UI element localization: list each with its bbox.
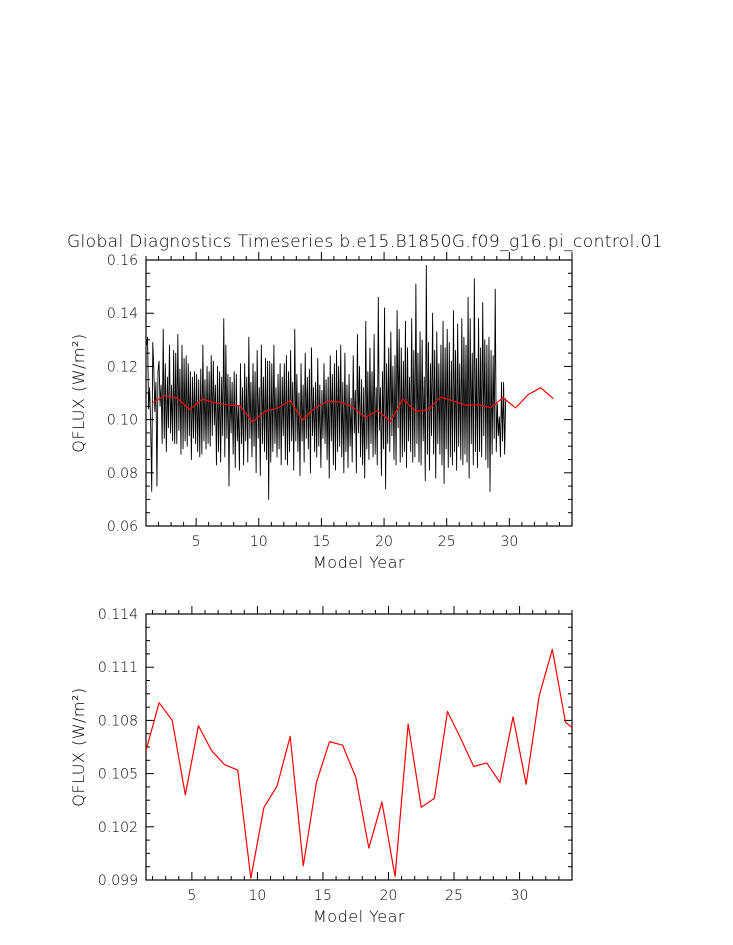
x-tick-label: 25 [445,888,463,904]
series-line-primary [145,648,573,879]
y-tick-label: 0.10 [107,413,138,429]
x-tick-label: 20 [375,534,393,550]
x-tick-label: 10 [250,534,268,550]
y-tick-label: 0.105 [98,767,138,783]
x-tick-label: 15 [312,534,330,550]
series-line-secondary [151,387,554,423]
x-axis-label: Model Year [313,553,405,572]
x-tick-label: 15 [314,888,332,904]
x-tick-label: 10 [249,888,267,904]
x-tick-label: 5 [187,888,196,904]
y-tick-label: 0.14 [107,306,138,322]
chart-title: Global Diagnostics Timeseries b.e15.B185… [67,232,663,252]
y-tick-label: 0.114 [98,607,138,623]
y-tick-label: 0.111 [98,660,138,676]
x-tick-label: 30 [511,888,529,904]
y-tick-label: 0.12 [107,359,138,375]
x-axis-label: Model Year [313,907,405,926]
y-tick-label: 0.102 [98,820,138,836]
y-tick-label: 0.108 [98,713,138,729]
x-tick-label: 5 [192,534,201,550]
y-tick-label: 0.08 [107,466,138,482]
y-tick-label: 0.16 [107,253,138,269]
y-axis-label: QFLUX (W/m²) [69,687,88,806]
series-line-primary [146,264,507,500]
x-tick-label: 25 [438,534,456,550]
bottom-panel: 5 10 15 20 25 30 0.099 0.102 0.105 0.108 0.111 0.11… [69,606,573,926]
x-tick-label: 30 [500,534,518,550]
top-panel: 5 10 15 20 25 30 0.06 0.08 0.10 0.12 0.14 0.16 Model… [69,252,573,572]
y-tick-label: 0.06 [107,519,138,535]
y-tick-label: 0.099 [98,873,138,889]
y-axis-label: QFLUX (W/m²) [69,333,88,452]
x-tick-label: 20 [380,888,398,904]
